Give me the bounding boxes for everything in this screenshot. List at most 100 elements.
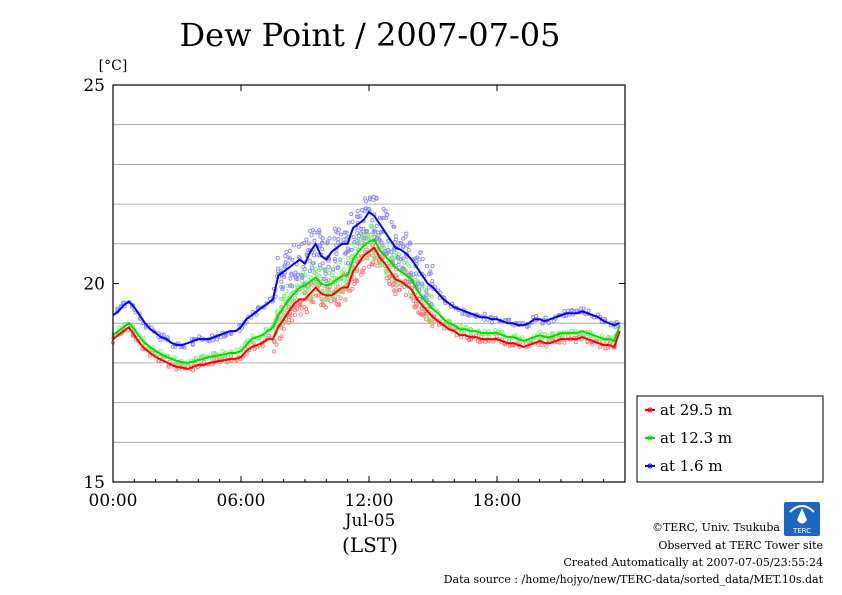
scatter-point	[161, 332, 166, 337]
scatter-point	[361, 226, 366, 231]
scatter-point	[223, 334, 228, 339]
scatter-point	[284, 289, 289, 294]
scatter-point	[370, 218, 375, 223]
scatter-point	[400, 256, 405, 261]
scatter-point	[381, 206, 386, 212]
scatter-point	[336, 237, 341, 242]
scatter-point	[605, 345, 610, 350]
scatter-point	[384, 212, 389, 218]
scatter-point	[320, 303, 326, 308]
scatter-point	[281, 285, 286, 290]
legend-marker	[647, 407, 653, 413]
scatter-point	[610, 335, 615, 340]
logo-text: TERC	[792, 527, 811, 535]
scatter-point	[288, 313, 293, 318]
scatter-point	[256, 305, 261, 310]
scatter-point	[324, 278, 329, 284]
scatter-point	[460, 311, 465, 316]
legend-label: at 1.6 m	[660, 457, 723, 475]
scatter-point	[362, 265, 367, 271]
scatter-point	[251, 340, 256, 345]
scatter-point	[348, 288, 353, 293]
scatter-point	[250, 333, 255, 338]
scatter-point	[346, 261, 351, 266]
scatter-point	[310, 265, 315, 270]
scatter-point	[356, 254, 361, 259]
scatter-point	[369, 223, 374, 228]
scatter-point	[301, 264, 306, 270]
scatter-point	[539, 343, 544, 348]
scatter-point	[172, 355, 177, 360]
scatter-point	[500, 329, 505, 334]
scatter-point	[289, 272, 294, 277]
scatter-point	[534, 314, 539, 319]
scatter-point	[245, 338, 250, 343]
scatter-point	[326, 258, 331, 263]
scatter-point	[420, 256, 425, 262]
scatter-point	[332, 257, 337, 262]
scatter-point	[328, 267, 333, 272]
scatter-point	[586, 308, 591, 313]
y-axis-unit-label: [°C]	[99, 58, 128, 74]
scatter-point	[296, 244, 301, 249]
scatter-point	[415, 279, 420, 284]
scatter-point	[323, 305, 328, 310]
legend-marker	[647, 463, 653, 469]
scatter-point	[537, 329, 542, 334]
scatter-point	[353, 246, 358, 251]
scatter-point	[344, 279, 349, 284]
scatter-point	[351, 235, 356, 240]
scatter-point	[330, 276, 335, 281]
scatter-point	[546, 320, 551, 326]
scatter-point	[362, 196, 368, 201]
scatter-point	[579, 306, 584, 311]
scatter-point	[407, 290, 412, 295]
scatter-point	[372, 228, 377, 233]
x-tick-label: 12:00	[345, 491, 394, 511]
scatter-point	[338, 281, 343, 286]
scatter-point	[365, 254, 370, 259]
scatter-point	[321, 276, 326, 281]
scatter-point	[158, 337, 163, 343]
scatter-point	[346, 220, 351, 225]
scatter-point	[374, 223, 379, 229]
scatter-point	[366, 264, 372, 269]
scatter-point	[378, 238, 383, 243]
scatter-point	[603, 346, 608, 351]
scatter-point	[298, 312, 303, 317]
scatter-point	[220, 349, 225, 354]
scatter-series	[115, 194, 619, 350]
scatter-point	[174, 367, 179, 372]
scatter-point	[299, 273, 304, 278]
scatter-point	[407, 279, 413, 284]
scatter-point	[369, 236, 374, 241]
scatter-point	[395, 281, 400, 287]
scatter-point	[306, 287, 312, 292]
scatter-point	[404, 293, 409, 298]
scatter-point	[354, 238, 360, 243]
scatter-point	[356, 225, 361, 230]
scatter-point	[367, 206, 372, 211]
scatter-point	[288, 300, 293, 305]
scatter-point	[320, 236, 325, 241]
scatter-point	[191, 368, 196, 373]
scatter-point	[562, 308, 567, 314]
scatter-point	[342, 230, 347, 235]
scatter-point	[302, 240, 307, 246]
scatter-point	[346, 255, 351, 261]
scatter-point	[424, 288, 429, 293]
scatter-point	[304, 310, 309, 315]
scatter-point	[401, 236, 406, 241]
scatter-point	[426, 292, 431, 298]
scatter-point	[312, 238, 317, 243]
scatter-point	[383, 270, 388, 275]
scatter-point	[415, 281, 421, 286]
scatter-point	[393, 288, 398, 294]
scatter-point	[405, 243, 410, 248]
legend-marker	[647, 435, 653, 441]
scatter-point	[143, 325, 148, 330]
scatter-point	[356, 214, 361, 220]
axes	[112, 84, 626, 483]
scatter-point	[359, 240, 364, 245]
scatter-point	[237, 329, 242, 334]
